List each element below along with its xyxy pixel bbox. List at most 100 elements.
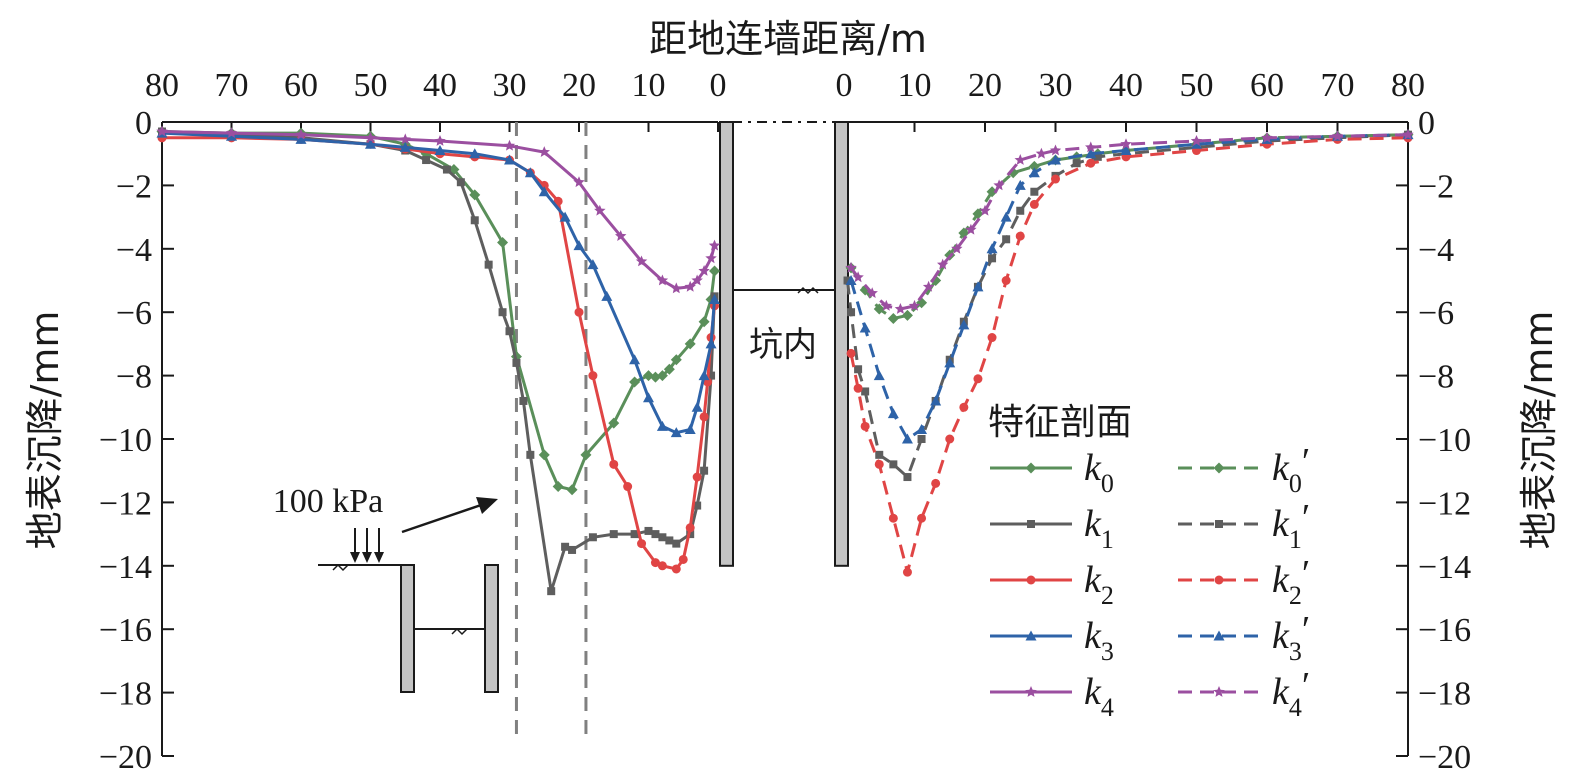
legend-swatch-marker <box>1213 462 1225 474</box>
data-point <box>588 533 597 542</box>
data-point <box>987 333 997 343</box>
x-tick-label-left: 10 <box>632 67 666 104</box>
data-point <box>860 421 870 431</box>
data-point <box>615 230 627 241</box>
data-point <box>559 211 571 222</box>
data-point <box>845 275 857 285</box>
data-point <box>497 236 509 248</box>
data-point <box>958 319 970 330</box>
x-tick-label-right: 10 <box>898 67 932 104</box>
legend-item: k2′ <box>1178 553 1310 610</box>
data-point <box>930 395 942 406</box>
data-point <box>643 392 654 403</box>
legend-item: k4′ <box>1178 665 1310 722</box>
data-point <box>671 564 681 574</box>
data-point <box>1028 167 1040 178</box>
schematic-pit-hatch-icon <box>451 627 468 636</box>
legend-label: k3 <box>1084 615 1114 666</box>
legend-item: k2 <box>990 559 1114 610</box>
y-tick-label-left: 0 <box>135 105 152 142</box>
axes-layer: 0 0 −2 −2 −4 −4 −6 −6 −8 −8 −10 −10 −12 −12 −14 −14 −16 −… <box>99 67 1471 776</box>
x-tick-label-right: 0 <box>836 67 853 104</box>
data-point <box>663 363 675 375</box>
series-line <box>849 136 1409 574</box>
data-point <box>922 280 935 292</box>
data-point <box>225 127 238 138</box>
data-point <box>894 303 907 314</box>
data-point <box>670 354 682 366</box>
x-tick-label-right: 70 <box>1321 67 1355 104</box>
x-tick-label-left: 70 <box>215 67 249 104</box>
x-tick-label-right: 20 <box>968 67 1002 104</box>
x-tick-label-right: 60 <box>1250 67 1284 104</box>
data-point <box>656 274 669 286</box>
y-tick-label-right: −2 <box>1418 168 1454 205</box>
legend-swatch-marker <box>1214 575 1224 585</box>
y-tick-label-right: −20 <box>1418 739 1471 776</box>
y-tick-label-right: −14 <box>1418 549 1471 586</box>
data-point <box>944 357 956 368</box>
x-tick-label-left: 30 <box>493 67 527 104</box>
data-point <box>498 308 507 317</box>
legend-label: k0 <box>1084 447 1114 498</box>
data-point <box>986 186 998 198</box>
data-point <box>705 338 717 349</box>
legend-label: k2 <box>1084 559 1114 610</box>
data-point <box>442 165 451 174</box>
data-point <box>847 308 856 317</box>
data-point <box>846 348 856 358</box>
data-point <box>707 371 716 380</box>
data-point <box>988 254 997 263</box>
data-point <box>1049 144 1062 156</box>
y-tick-label-left: −10 <box>99 422 152 459</box>
series-right-k4′ <box>845 128 1414 314</box>
data-point <box>552 481 564 493</box>
y-tick-label-left: −4 <box>116 232 152 269</box>
data-point <box>295 128 307 140</box>
data-point <box>887 313 899 325</box>
pointer-arrow-shaft <box>401 502 485 534</box>
data-point <box>903 473 912 482</box>
legend-label: k1′ <box>1272 497 1310 554</box>
data-point <box>670 282 682 294</box>
data-point <box>698 265 710 276</box>
data-point <box>609 459 619 469</box>
y-axis-title-right: 地表沉降/mm <box>1517 311 1561 550</box>
data-point <box>845 261 857 273</box>
data-point <box>993 179 1005 191</box>
data-point <box>637 539 647 549</box>
x-tick-label-left: 20 <box>562 67 596 104</box>
series-line <box>849 133 1409 441</box>
data-point <box>505 327 514 336</box>
data-point <box>699 412 709 422</box>
data-point <box>1072 159 1081 168</box>
data-point <box>684 423 696 434</box>
data-point <box>609 530 618 539</box>
data-point <box>901 309 913 321</box>
data-point <box>469 148 481 159</box>
data-point <box>573 176 585 188</box>
data-point <box>484 260 493 269</box>
x-tick-label-right: 30 <box>1039 67 1073 104</box>
legend-label: k2′ <box>1272 553 1310 610</box>
data-point <box>623 482 633 492</box>
x-tick-label-left: 60 <box>284 67 318 104</box>
data-point <box>1015 231 1025 241</box>
x-tick-label-left: 80 <box>145 67 179 104</box>
y-tick-label-right: −10 <box>1418 422 1471 459</box>
legend-item: k0 <box>990 447 1114 498</box>
x-axis-title: 距地连墙距离/m <box>649 17 927 61</box>
legend-swatch-marker <box>1026 575 1036 585</box>
data-point <box>698 316 710 328</box>
series-left-k2 <box>157 133 720 574</box>
y-tick-label-right: −12 <box>1418 485 1471 522</box>
data-point <box>889 460 898 469</box>
data-point <box>1093 152 1102 161</box>
data-point <box>630 530 639 539</box>
data-point <box>1050 154 1061 165</box>
data-point <box>917 435 926 443</box>
legend-item: k4 <box>990 671 1114 722</box>
legend-swatch-marker <box>1215 520 1223 528</box>
data-point <box>874 459 884 469</box>
legend-label: k3′ <box>1272 609 1310 666</box>
